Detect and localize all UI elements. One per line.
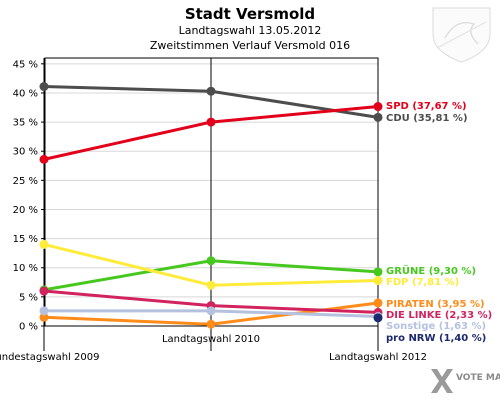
y-tick-label: 20 % (13, 205, 38, 216)
data-point-sonstige (39, 306, 49, 316)
chart-subtitle: Landtagswahl 13.05.2012 (179, 24, 322, 37)
y-tick-label: 15 % (13, 234, 38, 245)
data-point-fdp (206, 280, 216, 290)
y-tick-label: 10 % (13, 263, 38, 274)
data-point-fdp (373, 275, 383, 285)
logo-text: VOTE MANAGER (456, 373, 500, 383)
series-label-grüne: GRÜNE (9,30 %) (386, 263, 476, 277)
y-tick-label: 35 % (13, 118, 38, 129)
data-point-cdu (39, 82, 49, 92)
series-points (39, 82, 383, 329)
data-point-die-linke (39, 286, 49, 296)
data-point-piraten (206, 319, 216, 329)
data-point-grüne (206, 256, 216, 266)
data-point-cdu (373, 112, 383, 122)
y-tick-label: 0 % (19, 322, 38, 333)
y-tick-label: 25 % (13, 176, 38, 187)
data-point-fdp (39, 239, 49, 249)
coat-of-arms-icon (432, 7, 491, 63)
y-tick-label: 30 % (13, 147, 38, 158)
series-label-sonstige: Sonstige (1,63 %) (386, 321, 486, 332)
x-tick-label: Landtagswahl 2010 (162, 334, 260, 345)
y-tick-label: 5 % (19, 292, 38, 303)
data-point-pro-nrw (373, 313, 383, 323)
data-point-piraten (39, 312, 49, 322)
series-label-die-linke: DIE LINKE (2,33 %) (386, 310, 492, 321)
vote-manager-logo: VOTE MANAGER (431, 369, 500, 393)
data-point-spd (206, 117, 216, 127)
ballot-x-icon (431, 369, 453, 393)
series-label-fdp: FDP (7,81 %) (386, 277, 459, 288)
data-point-sonstige (206, 306, 216, 316)
data-point-spd (39, 154, 49, 164)
series-label-pro-nrw: pro NRW (1,40 %) (386, 333, 486, 344)
data-point-piraten (373, 298, 383, 308)
series-labels: CDU (35,81 %)SPD (37,67 %) GRÜNE (9,30 %)… (386, 101, 492, 344)
data-point-cdu (206, 86, 216, 96)
y-tick-label: 45 % (13, 59, 38, 70)
chart-subtitle-2: Zweitstimmen Verlauf Versmold 016 (150, 39, 350, 52)
x-tick-label: Bundestagswahl 2009 (0, 352, 99, 363)
y-tick-label: 40 % (13, 88, 38, 99)
chart-title: Stadt Versmold (185, 5, 315, 23)
data-point-spd (373, 102, 383, 112)
series-label-piraten: PIRATEN (3,95 %) (386, 299, 485, 310)
x-tick-label: Landtagswahl 2012 (329, 352, 427, 363)
data-point-grüne (373, 267, 383, 277)
series-label-cdu: CDU (35,81 %) (386, 113, 468, 124)
series-label-spd: SPD (37,67 %) (386, 101, 467, 112)
